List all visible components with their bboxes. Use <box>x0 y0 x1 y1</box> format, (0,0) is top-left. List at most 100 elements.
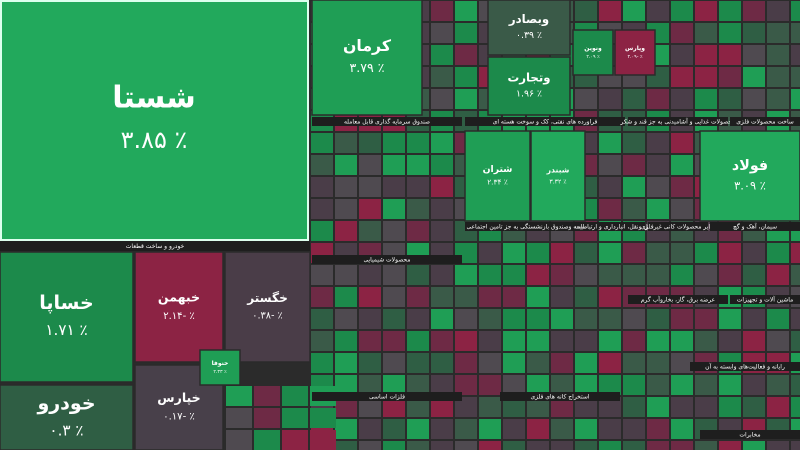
filler-tile <box>695 265 717 285</box>
tile <box>572 29 614 76</box>
filler-tile <box>383 397 405 417</box>
filler-tile <box>407 177 429 197</box>
filler-tile <box>743 45 765 65</box>
filler-tile <box>359 331 381 351</box>
filler-tile <box>311 155 333 175</box>
sector-header <box>465 117 625 126</box>
filler-tile <box>383 309 405 329</box>
filler-tile <box>719 331 741 351</box>
sector-header <box>710 222 800 231</box>
filler-tile <box>671 375 693 395</box>
filler-tile <box>551 265 573 285</box>
filler-tile <box>767 309 789 329</box>
filler-tile <box>623 331 645 351</box>
filler-tile <box>647 353 669 373</box>
sector-label: محصولات غذایی و آشامیدنی به جز قند و شکر <box>620 117 736 126</box>
filler-tile <box>311 133 333 153</box>
filler-tile <box>623 1 645 21</box>
filler-tile <box>575 441 597 450</box>
filler-tile <box>383 375 405 395</box>
filler-tile <box>599 199 621 219</box>
filler-tile <box>743 89 765 109</box>
filler-tile <box>671 397 693 417</box>
sector-header <box>730 295 800 304</box>
filler-tile <box>695 397 717 417</box>
filler-tile <box>479 331 501 351</box>
filler-tile <box>743 23 765 43</box>
filler-tile <box>431 397 453 417</box>
filler-tile <box>282 386 308 406</box>
filler-tile <box>407 375 429 395</box>
filler-tile <box>647 89 669 109</box>
filler-tile <box>791 243 800 263</box>
filler-tile <box>431 265 453 285</box>
filler-tile <box>791 1 800 21</box>
filler-tile <box>359 199 381 219</box>
sector-header <box>0 241 310 251</box>
sector-header <box>700 430 800 439</box>
filler-tile <box>503 441 525 450</box>
filler-tile <box>503 243 525 263</box>
filler-tile <box>671 177 693 197</box>
filler-tile <box>575 287 597 307</box>
filler-tile <box>407 287 429 307</box>
filler-tile <box>335 419 357 439</box>
filler-tile <box>791 331 800 351</box>
tile-value: ۲.۰۹ ٪ <box>586 54 600 60</box>
filler-tile <box>479 265 501 285</box>
sector-label: مخابرات <box>739 432 760 439</box>
filler-tile <box>479 397 501 417</box>
filler-tile <box>575 397 597 417</box>
filler-tile <box>719 45 741 65</box>
filler-tile <box>254 386 280 406</box>
filler-tile <box>623 353 645 373</box>
filler-tile <box>431 133 453 153</box>
filler-tile <box>599 375 621 395</box>
filler-tile <box>719 375 741 395</box>
filler-tile <box>719 265 741 285</box>
tile-value: ۱.۹۶ ٪ <box>516 89 542 100</box>
filler-tile <box>359 155 381 175</box>
filler-tile <box>623 419 645 439</box>
filler-tile <box>335 155 357 175</box>
filler-tile <box>527 419 549 439</box>
filler-tile <box>503 397 525 417</box>
filler-tile <box>623 441 645 450</box>
filler-tile <box>407 419 429 439</box>
filler-tile <box>335 375 357 395</box>
filler-tile <box>407 353 429 373</box>
filler-tile <box>527 375 549 395</box>
filler-tile <box>623 397 645 417</box>
filler-tile <box>647 419 669 439</box>
filler-tile <box>226 430 252 450</box>
filler-tile <box>383 331 405 351</box>
filler-tile <box>335 199 357 219</box>
tile <box>311 0 423 116</box>
sector-header <box>500 392 620 401</box>
filler-tile <box>455 89 477 109</box>
filler-tile <box>335 441 357 450</box>
filler-tile <box>455 287 477 307</box>
filler-tile <box>599 331 621 351</box>
filler-tile <box>455 265 477 285</box>
filler-tile <box>743 67 765 87</box>
tile-value: ۱.۷۱ ٪ <box>45 321 87 339</box>
filler-tile <box>479 243 501 263</box>
filler-tile <box>575 265 597 285</box>
filler-tile <box>527 353 549 373</box>
filler-tile <box>719 89 741 109</box>
filler-tile <box>791 375 800 395</box>
highlight-border <box>0 0 309 241</box>
filler-tile <box>719 243 741 263</box>
filler-tile <box>599 133 621 153</box>
filler-tile <box>226 408 252 428</box>
filler-tile <box>455 45 477 65</box>
filler-tile <box>527 441 549 450</box>
sector-label: فراورده های نفتی، کک و سوخت هسته ای <box>493 119 598 126</box>
filler-tile <box>335 353 357 373</box>
filler-tile <box>282 408 308 428</box>
filler-tile <box>503 419 525 439</box>
filler-tile <box>455 67 477 87</box>
tile-name: کرمان <box>343 36 392 55</box>
